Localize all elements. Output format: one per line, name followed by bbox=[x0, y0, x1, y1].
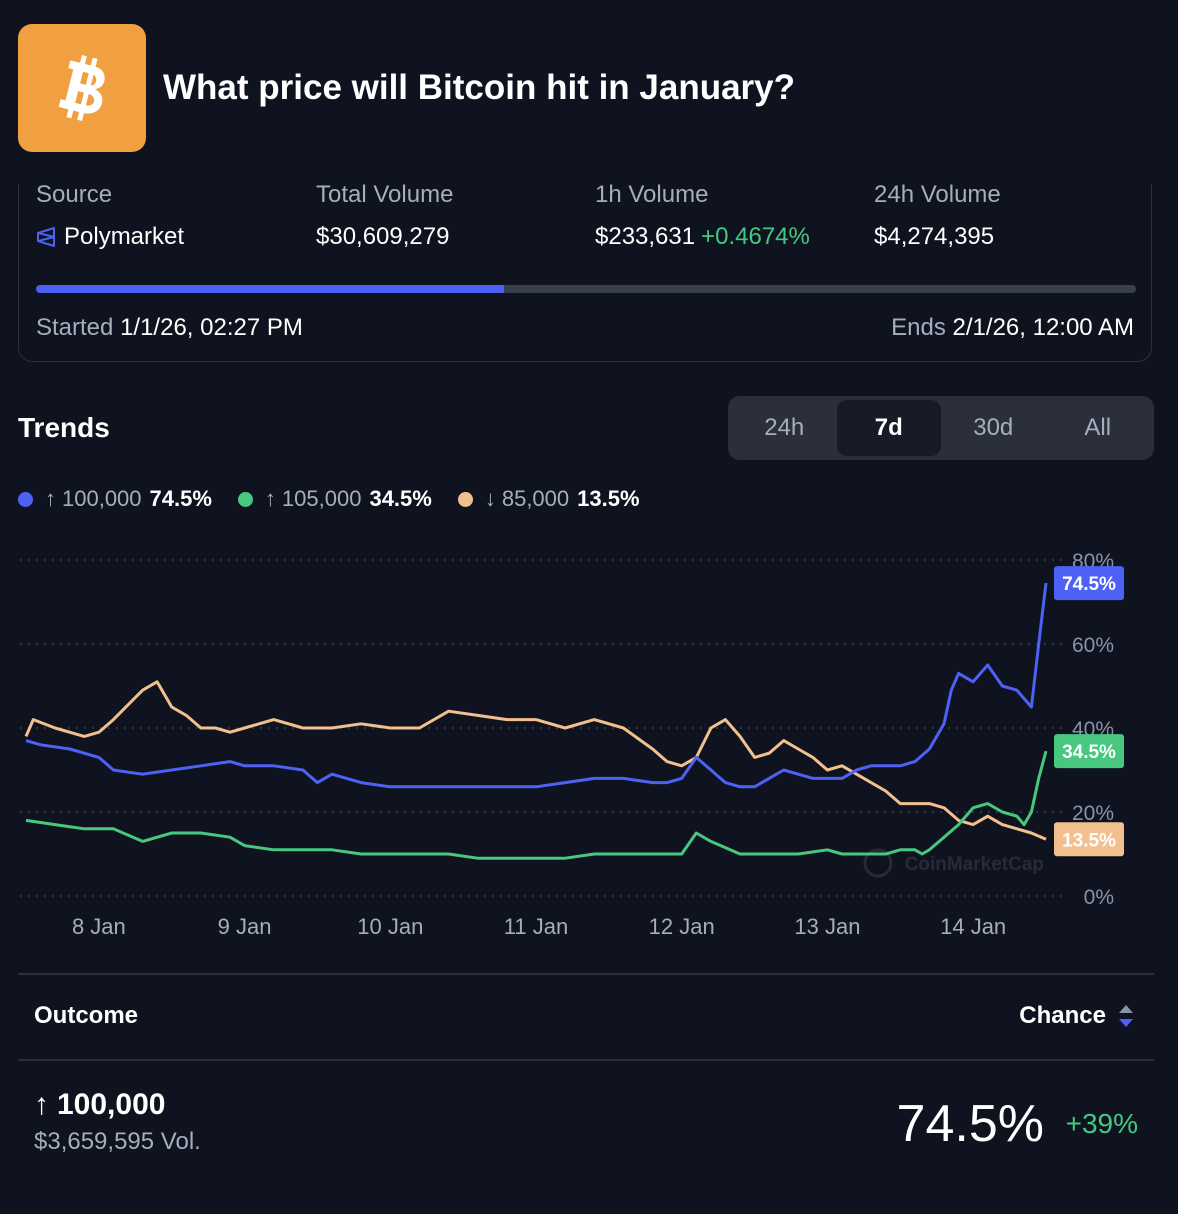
started-value: 1/1/26, 02:27 PM bbox=[120, 314, 303, 341]
h1-volume-row: $233,631 +0.4674% bbox=[595, 223, 810, 251]
watermark-text: CoinMarketCap bbox=[905, 854, 1044, 875]
polymarket-icon bbox=[36, 226, 56, 248]
arrow-up-icon: ↑ bbox=[34, 1088, 49, 1121]
series-line bbox=[24, 680, 1047, 841]
legend-item-85000[interactable]: ↓ 85,000 13.5% bbox=[457, 486, 640, 512]
series-end-label: 34.5% bbox=[1062, 742, 1116, 763]
series-line bbox=[25, 750, 1048, 860]
series-end-badge bbox=[1054, 734, 1124, 769]
legend-value: 13.5% bbox=[577, 486, 640, 511]
market-info-card: Source Polymarket Total Volume $30,609,2… bbox=[18, 181, 1152, 362]
coinmarketcap-logo-icon bbox=[863, 848, 893, 878]
x-tick-label: 13 Jan bbox=[794, 914, 860, 939]
legend-name: 100,000 bbox=[62, 486, 142, 511]
outcome-chance: 74.5% bbox=[896, 1095, 1044, 1153]
x-tick-label: 12 Jan bbox=[649, 914, 715, 939]
y-tick-label: 20% bbox=[1072, 802, 1114, 825]
x-tick-label: 9 Jan bbox=[218, 914, 272, 939]
outcome-change: +39% bbox=[1065, 1108, 1138, 1139]
series-end-label: 74.5% bbox=[1062, 574, 1116, 595]
y-tick-label: 60% bbox=[1072, 634, 1114, 657]
ends-label: Ends bbox=[891, 314, 946, 341]
x-tick-label: 14 Jan bbox=[940, 914, 1006, 939]
chart-legend: ↑ 100,000 74.5% ↑ 105,000 34.5% ↓ 85,000… bbox=[18, 486, 666, 512]
legend-item-100000[interactable]: ↑ 100,000 74.5% bbox=[18, 486, 212, 512]
bitcoin-logo-icon bbox=[18, 24, 146, 152]
series-end-label: 13.5% bbox=[1062, 830, 1116, 851]
total-volume-label: Total Volume bbox=[316, 181, 454, 208]
tab-7d[interactable]: 7d bbox=[836, 400, 941, 456]
started-date: Started 1/1/26, 02:27 PM bbox=[36, 314, 303, 342]
source-label: Source bbox=[36, 181, 113, 208]
tab-24h[interactable]: 24h bbox=[764, 414, 805, 441]
sort-icon[interactable] bbox=[1118, 1003, 1134, 1029]
h1-volume-stat: 1h Volume $233,631 +0.4674% bbox=[595, 181, 810, 251]
chance-label: Chance bbox=[1019, 1002, 1106, 1029]
legend-value: 34.5% bbox=[369, 486, 432, 511]
x-tick-label: 10 Jan bbox=[357, 914, 423, 939]
arrow-up-icon: ↑ bbox=[45, 486, 56, 511]
legend-item-105000[interactable]: ↑ 105,000 34.5% bbox=[237, 486, 432, 512]
page-title: What price will Bitcoin hit in January? bbox=[163, 68, 796, 107]
x-tick-label: 11 Jan bbox=[504, 914, 568, 939]
tab-30d[interactable]: 30d bbox=[973, 414, 1014, 441]
ends-date: Ends 2/1/26, 12:00 AM bbox=[891, 314, 1134, 342]
outcome-name: ↑ 100,000 bbox=[34, 1088, 165, 1122]
market-progress-bar bbox=[36, 285, 1136, 293]
divider bbox=[18, 1059, 1154, 1061]
tab-all[interactable]: All bbox=[1084, 414, 1112, 441]
legend-dot bbox=[237, 491, 253, 507]
legend-dot bbox=[457, 491, 473, 507]
divider bbox=[18, 973, 1154, 975]
h1-volume-value: $233,631 bbox=[595, 223, 696, 250]
time-range-tabs: 24h 7d 30d All bbox=[728, 396, 1154, 460]
legend-name: 85,000 bbox=[501, 486, 570, 511]
market-progress-fill bbox=[36, 285, 504, 293]
total-volume-value: $30,609,279 bbox=[316, 223, 450, 250]
legend-dot bbox=[18, 491, 33, 507]
trends-title: Trends bbox=[18, 412, 110, 443]
outcome-volume: $3,659,595 Vol. bbox=[34, 1128, 201, 1155]
source-stat: Source Polymarket bbox=[36, 181, 184, 251]
source-value[interactable]: Polymarket bbox=[36, 223, 184, 251]
market-dates: Started 1/1/26, 02:27 PM Ends 2/1/26, 12… bbox=[36, 314, 1134, 342]
x-tick-label: 8 Jan bbox=[72, 914, 126, 939]
legend-value: 74.5% bbox=[149, 486, 212, 511]
h24-volume-value: $4,274,395 bbox=[874, 223, 995, 250]
h24-volume-stat: 24h Volume $4,274,395 bbox=[874, 181, 1001, 251]
source-name: Polymarket bbox=[64, 223, 185, 250]
outcome-column-header: Outcome bbox=[34, 1002, 139, 1029]
series-line bbox=[25, 582, 1048, 789]
series-end-badge bbox=[1054, 566, 1124, 601]
y-tick-label: 0% bbox=[1084, 886, 1114, 909]
h1-volume-label: 1h Volume bbox=[595, 181, 709, 208]
series-end-badge bbox=[1054, 822, 1124, 857]
h24-volume-label: 24h Volume bbox=[874, 181, 1001, 208]
trends-chart[interactable]: 0%20%40%60%80%8 Jan 9 Jan 10 Jan 11 Jan 12 J… bbox=[0, 540, 1178, 950]
arrow-up-icon: ↑ bbox=[264, 486, 276, 511]
arrow-down-icon: ↓ bbox=[484, 486, 496, 511]
ends-value: 2/1/26, 12:00 AM bbox=[952, 314, 1134, 341]
total-volume-stat: Total Volume $30,609,279 bbox=[316, 181, 453, 251]
chance-column-header[interactable]: Chance bbox=[1019, 1002, 1134, 1030]
legend-name: 105,000 bbox=[281, 486, 362, 511]
outcome-value: 100,000 bbox=[57, 1088, 166, 1121]
started-label: Started bbox=[36, 314, 114, 341]
h1-volume-change: +0.4674% bbox=[701, 223, 810, 250]
market-header: What price will Bitcoin hit in January? bbox=[18, 24, 1178, 152]
